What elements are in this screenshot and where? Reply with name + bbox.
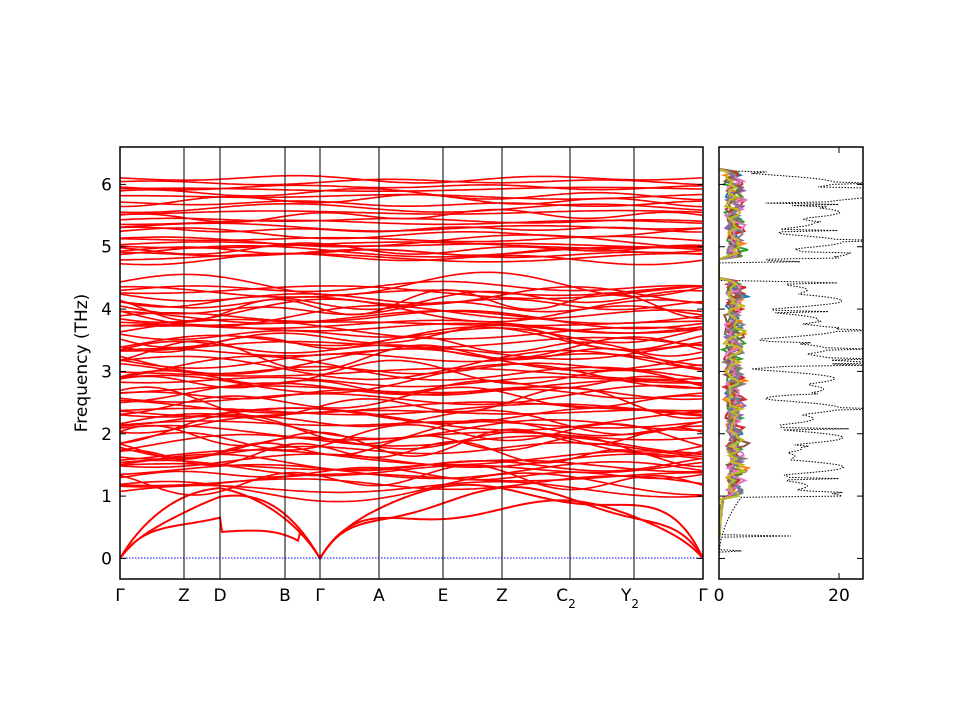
y-tick-label: 1	[101, 487, 112, 507]
band-line	[120, 367, 703, 381]
band-line	[120, 375, 703, 394]
band-line	[120, 174, 703, 184]
band-y-ticks: 0 1 2 3 4 5 6	[101, 175, 703, 569]
band-line	[120, 355, 703, 381]
dos-x-tick-label: 20	[828, 586, 850, 606]
band-line	[120, 440, 703, 468]
y-tick-label: 2	[101, 425, 112, 445]
band-line	[120, 386, 703, 419]
band-line	[120, 424, 703, 458]
band-line	[120, 178, 703, 186]
band-line	[120, 461, 703, 480]
x-tick-label: B	[279, 586, 291, 606]
band-line	[120, 449, 703, 466]
y-axis-label: Frequency (THz)	[72, 294, 92, 433]
band-plot-frame	[119, 146, 704, 580]
band-line	[120, 486, 703, 561]
band-line	[120, 359, 703, 387]
dos-y-ticks	[719, 183, 863, 559]
band-line	[120, 441, 703, 460]
x-tick-label: Z	[496, 586, 508, 606]
band-line	[120, 252, 703, 266]
y-tick-label: 6	[101, 175, 112, 195]
band-line	[120, 271, 703, 298]
x-tick-label: Γ	[115, 586, 125, 606]
x-tick-label: A	[373, 586, 385, 606]
x-tick-label: D	[213, 586, 226, 606]
band-line	[120, 289, 703, 311]
band-line	[120, 336, 703, 352]
band-line	[120, 483, 703, 561]
dos-x-ticks: 0 20	[714, 147, 850, 606]
dos-total-line	[719, 169, 863, 559]
y-tick-label: 4	[101, 300, 112, 320]
band-line	[120, 423, 703, 451]
band-line	[120, 352, 703, 369]
band-line	[120, 241, 703, 249]
y-tick-label: 0	[101, 549, 112, 569]
y-tick-label: 3	[101, 362, 112, 382]
band-lines	[120, 174, 703, 561]
band-line	[120, 193, 702, 200]
band-line	[120, 301, 703, 316]
band-line	[120, 280, 703, 293]
band-line	[120, 430, 703, 459]
dos-series-line	[719, 167, 748, 540]
band-line	[120, 208, 703, 223]
band-line	[120, 472, 702, 503]
band-line	[120, 209, 703, 216]
band-line	[120, 343, 703, 360]
high-symmetry-lines	[183, 147, 635, 579]
band-line	[120, 242, 703, 256]
band-line	[120, 319, 703, 334]
band-line	[120, 222, 703, 232]
band-line	[120, 324, 703, 351]
dos-x-tick-label: 0	[714, 586, 725, 606]
x-tick-label: Γ	[315, 586, 325, 606]
band-line	[120, 200, 703, 207]
y-tick-label: 5	[101, 238, 112, 258]
band-line	[120, 336, 703, 360]
band-line	[120, 464, 703, 496]
band-line	[120, 234, 702, 249]
band-line	[120, 183, 702, 191]
dos-panel: 0 20	[714, 146, 864, 606]
band-line	[120, 327, 703, 344]
x-tick-label: Γ	[698, 586, 708, 606]
band-line	[120, 472, 702, 488]
band-line	[120, 227, 703, 240]
dos-plot-frame	[718, 146, 864, 580]
band-line	[120, 285, 703, 300]
band-line	[120, 499, 703, 561]
band-line	[120, 310, 703, 325]
band-line	[120, 466, 703, 481]
band-line	[120, 296, 703, 311]
band-line	[120, 409, 703, 418]
band-line	[120, 241, 703, 248]
band-line	[120, 203, 703, 214]
x-tick-label: E	[438, 586, 449, 606]
band-line	[120, 285, 703, 305]
dos-lines	[719, 167, 863, 559]
dos-series-line	[719, 167, 748, 540]
band-line	[120, 384, 703, 406]
x-tick-label: Z	[178, 586, 190, 606]
